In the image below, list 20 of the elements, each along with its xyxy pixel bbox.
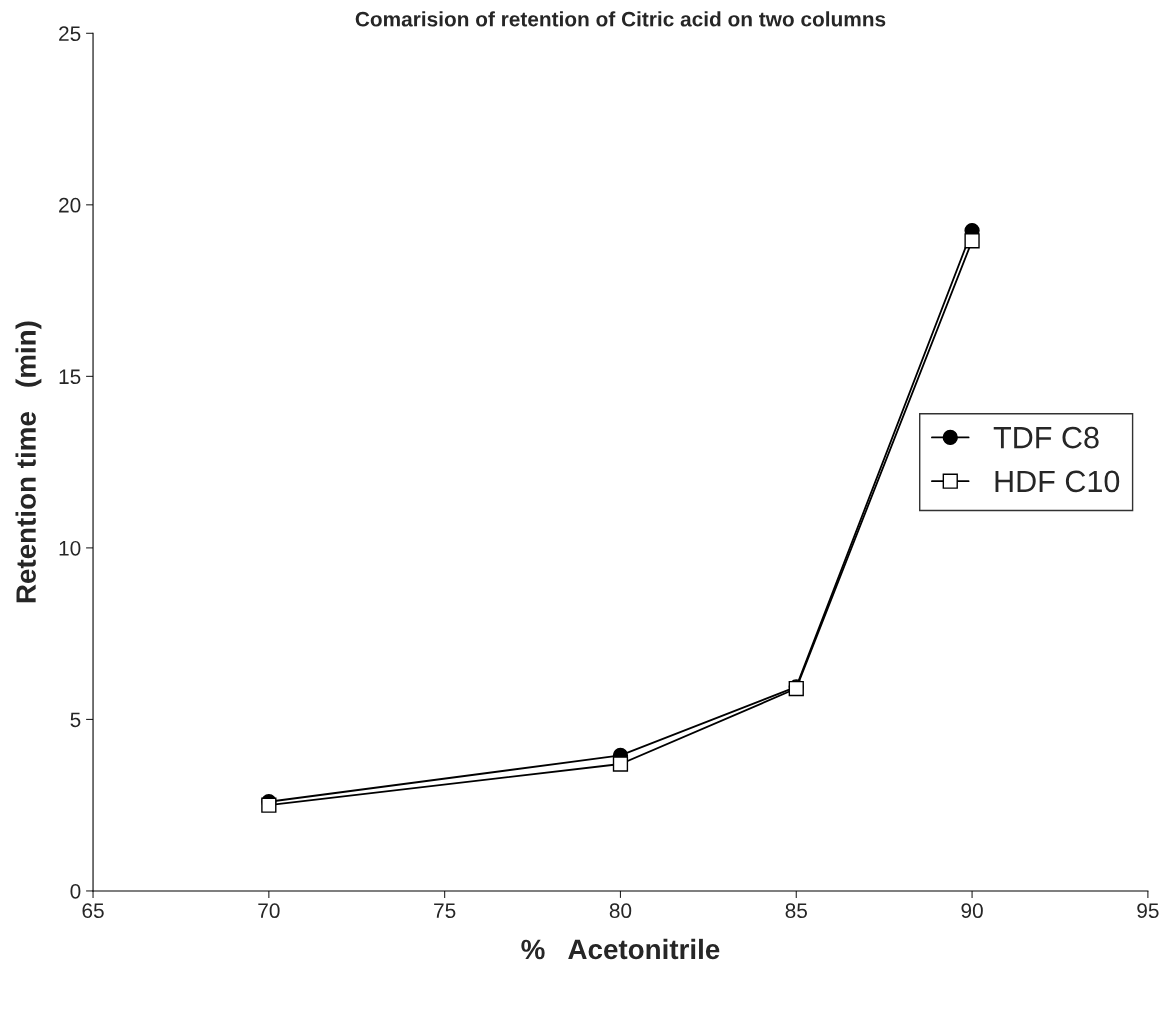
legend-label: HDF C10 <box>995 470 1120 493</box>
legend-label: TDF C8 <box>993 426 1099 449</box>
y-tick-label: 15 <box>59 369 81 385</box>
y-tick-label: 0 <box>70 883 81 899</box>
x-tick-label: 70 <box>258 903 280 919</box>
x-tick-label: 95 <box>1137 903 1159 919</box>
x-tick-label: 85 <box>785 903 807 919</box>
chart-title: Comarision of retention of Citric acid on two columns <box>355 11 886 27</box>
x-tick-label: 75 <box>434 903 456 919</box>
y-tick-label: 5 <box>70 712 81 728</box>
x-tick-label: 80 <box>609 903 632 919</box>
point <box>964 233 980 249</box>
x-axis-title: % Acetonitrile <box>521 938 720 960</box>
y-axis-title: Retention time (min) <box>15 321 42 603</box>
y-tick-label: 25 <box>59 26 81 42</box>
point <box>612 756 629 772</box>
y-tick-label: 20 <box>59 197 81 213</box>
y-tick-label: 10 <box>59 540 81 556</box>
x-tick-label: 90 <box>961 903 983 919</box>
x-tick-label: 65 <box>82 903 104 919</box>
